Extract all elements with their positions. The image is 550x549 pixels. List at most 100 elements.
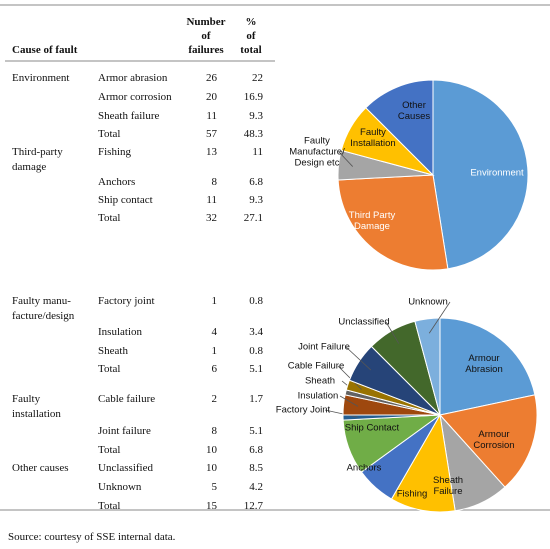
slice-label-line: Faulty (304, 135, 330, 147)
header-count: Number (186, 16, 226, 28)
slice-label-line: Fishing (396, 488, 428, 500)
cause-label: facture/design (12, 310, 75, 322)
cause-label: installation (12, 408, 61, 420)
failure-count: 11 (206, 110, 217, 122)
slice-label-line: Faulty (360, 127, 386, 138)
leader-line (428, 301, 451, 334)
slice-label: Insulation (298, 391, 339, 402)
pie-slice (439, 317, 536, 416)
slice-label: Faulty Installation (350, 127, 395, 149)
failure-percent: 12.7 (243, 500, 263, 512)
failure-count: 15 (206, 500, 217, 512)
slice-label-line: Joint Failure (298, 341, 350, 353)
slice-label-line: Environment (470, 167, 524, 179)
leader-line (385, 321, 400, 344)
sub-cause: Unknown (98, 481, 142, 493)
slice-label: Fishing (397, 489, 428, 500)
failure-percent: 48.3 (243, 128, 263, 140)
sub-cause: Total (98, 363, 121, 375)
leader-line (337, 365, 362, 390)
failure-percent: 22 (252, 72, 263, 84)
slice-label: Anchors (347, 463, 382, 474)
header-count: of (201, 30, 211, 42)
slice-label-line: Factory Joint (275, 404, 331, 416)
slice-label: Unclassified (338, 317, 389, 328)
source-note: Source: courtesy of SSE internal data. (8, 531, 176, 543)
failure-count: 8 (211, 425, 218, 437)
pie-slice (414, 317, 441, 416)
slice-label-line: Abrasion (465, 364, 503, 375)
failure-percent: 0.8 (249, 345, 263, 357)
header-count: failures (188, 44, 224, 56)
slice-label-line: Sheath (432, 475, 464, 486)
sub-cause: Total (98, 444, 121, 456)
leader-line (338, 151, 353, 167)
sub-cause: Fishing (98, 146, 132, 158)
slice-label: Ship Contact (345, 423, 399, 434)
header-percent: of (246, 30, 256, 42)
failure-count: 57 (206, 128, 217, 140)
failure-percent: 16.9 (243, 91, 263, 103)
sub-cause: Anchors (98, 176, 136, 188)
header-percent: total (240, 44, 262, 56)
sub-cause: Armor abrasion (98, 72, 168, 84)
failure-percent: 6.8 (249, 444, 263, 456)
failure-percent: 1.7 (249, 393, 263, 405)
sub-cause: Unclassified (98, 462, 153, 474)
slice-label: Armour Corrosion (473, 429, 514, 451)
failure-count: 32 (206, 212, 217, 224)
pie-slice (432, 79, 529, 270)
slice-label-line: Design etc (294, 157, 340, 169)
failure-percent: 0.8 (249, 295, 263, 307)
slice-label-line: Installation (350, 138, 396, 149)
failure-percent: 5.1 (249, 425, 263, 437)
slice-label: Sheath Failure (433, 475, 463, 497)
cause-label: Faulty manu- (12, 295, 71, 307)
slice-label-line: Damage (354, 221, 390, 232)
slice-label-line: Sheath (304, 375, 336, 387)
pie-slice (390, 413, 456, 513)
header-percent: % (245, 16, 257, 28)
sub-cause: Total (98, 212, 121, 224)
failure-percent: 11 (252, 146, 263, 158)
failure-count: 11 (206, 194, 217, 206)
failure-count: 1 (211, 295, 218, 307)
cause-label: damage (12, 161, 47, 173)
sub-cause: Armor corrosion (98, 91, 172, 103)
sub-cause: Cable failure (98, 393, 156, 405)
slice-label-line: Manufacture/ (289, 146, 345, 158)
slice-label-line: Armour (478, 429, 510, 440)
failure-count: 8 (211, 176, 218, 188)
failure-percent: 4.2 (249, 481, 263, 493)
sub-cause: Factory joint (98, 295, 155, 307)
failure-percent: 9.3 (249, 110, 263, 122)
slice-label-line: Armour (468, 353, 500, 364)
failure-count: 26 (206, 72, 217, 84)
failure-count: 1 (211, 345, 218, 357)
slice-label-line: Anchors (346, 462, 382, 474)
slice-label: Armour Abrasion (465, 353, 503, 375)
failure-count: 5 (211, 481, 218, 493)
slice-label: Joint Failure (298, 342, 350, 353)
slice-label-line: Third Party (348, 210, 396, 221)
sub-cause: Joint failure (98, 425, 151, 437)
slice-label-line: Other (402, 100, 426, 111)
failure-percent: 8.5 (249, 462, 263, 474)
header-cause: Cause of fault (12, 44, 78, 56)
slice-label: Unknown (408, 297, 448, 308)
cause-label: Environment (12, 72, 70, 84)
failure-count: 4 (211, 326, 218, 338)
sub-cause: Total (98, 500, 121, 512)
slice-label-line: Corrosion (473, 440, 515, 451)
cause-label: Other causes (12, 462, 69, 474)
slice-label-line: Causes (397, 111, 431, 122)
slice-label: Other Causes (398, 100, 430, 122)
pie-slice (337, 174, 449, 271)
sub-cause: Ship contact (98, 194, 153, 206)
sub-cause: Insulation (98, 326, 142, 338)
pie-slice (439, 394, 538, 488)
sub-cause: Sheath failure (98, 110, 160, 122)
slice-label: Cable Failure (288, 361, 345, 372)
